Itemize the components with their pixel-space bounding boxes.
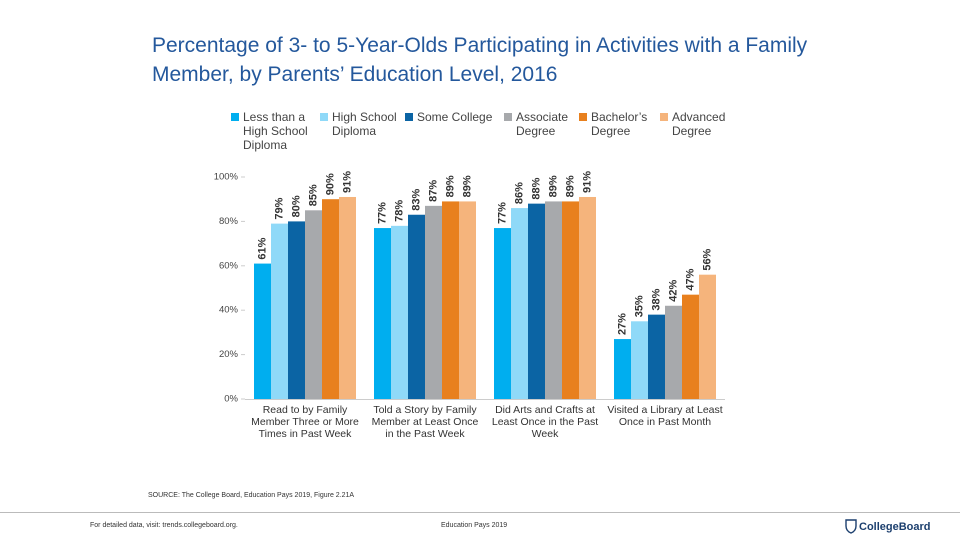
bar	[322, 199, 339, 399]
value-label: 83%	[410, 189, 422, 211]
value-label: 89%	[444, 175, 456, 197]
bar	[528, 203, 545, 399]
legend-label: Some College	[417, 110, 493, 124]
source-note: SOURCE: The College Board, Education Pay…	[148, 492, 355, 499]
bar	[288, 221, 305, 399]
legend-swatch	[504, 113, 512, 121]
logo-text: CollegeBoard	[859, 521, 931, 533]
legend-swatch	[320, 113, 328, 121]
bar	[391, 225, 408, 399]
bar	[494, 228, 511, 399]
value-label: 79%	[273, 197, 285, 219]
bar	[511, 208, 528, 399]
bar	[665, 305, 682, 399]
value-label: 35%	[633, 295, 645, 317]
logo-shield	[845, 519, 857, 534]
value-label: 27%	[616, 313, 628, 335]
y-tick-label: 80%	[219, 216, 239, 227]
bar	[305, 210, 322, 399]
bar	[699, 274, 716, 399]
value-label: 77%	[496, 202, 508, 224]
bar	[408, 214, 425, 399]
bar	[339, 196, 356, 399]
value-label: 61%	[256, 237, 268, 259]
bar	[614, 339, 631, 399]
legend-label: Less than a High School Diploma	[243, 110, 308, 152]
value-label: 85%	[307, 184, 319, 206]
legend-item: Some College	[405, 110, 503, 124]
legend-swatch	[579, 113, 587, 121]
value-label: 90%	[324, 173, 336, 195]
legend-item: Less than a High School Diploma	[231, 110, 329, 152]
legend-label: High School Diploma	[332, 110, 397, 138]
value-label: 87%	[427, 180, 439, 202]
value-label: 89%	[461, 175, 473, 197]
value-label: 89%	[547, 175, 559, 197]
value-label: 88%	[530, 177, 542, 199]
x-tick-label: Read to by Family Member Three or More T…	[251, 404, 359, 440]
footer-center: Education Pays 2019	[441, 522, 508, 529]
legend-swatch	[231, 113, 239, 121]
y-tick-label: 40%	[219, 305, 239, 316]
y-tick-label: 60%	[219, 260, 239, 271]
legend-item: Associate Degree	[504, 110, 602, 138]
value-label: 80%	[290, 195, 302, 217]
legend-label: Bachelor’s Degree	[591, 110, 648, 138]
bar	[442, 201, 459, 399]
footer-left: For detailed data, visit: trends.college…	[90, 522, 238, 529]
value-label: 42%	[667, 280, 679, 302]
bar	[425, 205, 442, 399]
bar	[271, 223, 288, 399]
y-tick-label: 0%	[224, 394, 238, 405]
value-label: 91%	[341, 171, 353, 193]
legend-label: Associate Degree	[516, 110, 569, 138]
value-label: 47%	[684, 268, 696, 290]
x-tick-label: Did Arts and Crafts at Least Once in the…	[491, 404, 599, 440]
x-tick-label: Visited a Library at Least Once in Past …	[607, 404, 723, 428]
x-tick-label: Told a Story by Family Member at Least O…	[371, 404, 479, 440]
value-label: 38%	[650, 288, 662, 310]
bar	[631, 321, 648, 399]
legend-item: Advanced Degree	[660, 110, 758, 138]
bar	[374, 228, 391, 399]
y-tick-label: 20%	[219, 349, 239, 360]
y-tick-label: 100%	[214, 172, 239, 183]
legend-item: Bachelor’s Degree	[579, 110, 677, 138]
bar	[254, 263, 271, 399]
bar	[562, 201, 579, 399]
bar	[579, 196, 596, 399]
value-label: 77%	[376, 202, 388, 224]
value-label: 89%	[564, 175, 576, 197]
bar	[545, 201, 562, 399]
value-label: 91%	[581, 171, 593, 193]
legend-label: Advanced Degree	[672, 110, 726, 138]
chart-title: Percentage of 3- to 5-Year-Olds Particip…	[152, 34, 808, 86]
value-label: 86%	[513, 182, 525, 204]
value-label: 78%	[393, 200, 405, 222]
value-label: 56%	[701, 248, 713, 270]
bar	[459, 201, 476, 399]
legend-item: High School Diploma	[320, 110, 418, 138]
bar	[648, 314, 665, 399]
legend-swatch	[405, 113, 413, 121]
legend-swatch	[660, 113, 668, 121]
bar	[682, 294, 699, 399]
